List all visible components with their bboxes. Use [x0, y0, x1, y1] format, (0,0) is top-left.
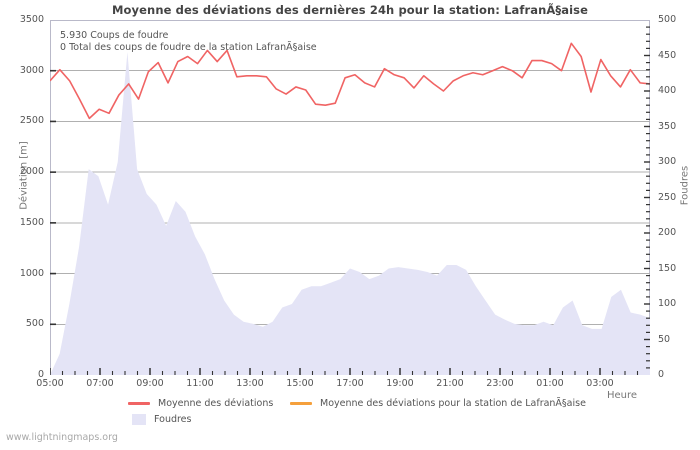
x-axis-tick: 17:00	[336, 378, 364, 389]
y-axis-right-tick: 500	[658, 14, 677, 25]
y-axis-left-tick: 1500	[19, 216, 44, 228]
y-axis-right-tick: 300	[658, 156, 677, 167]
x-axis-tick: 03:00	[586, 378, 614, 389]
y-axis-left-tick: 3000	[19, 64, 44, 76]
y-axis-right-label: Foudres	[679, 165, 691, 206]
y-axis-left-tick: 1000	[19, 267, 44, 279]
annotation-station-total: 0 Total des coups de foudre de la statio…	[60, 42, 317, 53]
y-axis-right-tick: 0	[658, 369, 665, 380]
y-axis-right-tick: 150	[658, 262, 677, 274]
x-axis-label: Heure	[607, 390, 638, 401]
y-axis-left-tick: 0	[37, 369, 44, 380]
chart-legend: Moyenne des déviations Moyenne des dévia…	[0, 396, 700, 430]
y-axis-right-tick: 250	[658, 191, 677, 203]
annotation-strike-count: 5.930 Coups de foudre	[60, 30, 169, 41]
y-axis-right-tick: 100	[658, 298, 677, 309]
chart-canvas	[50, 26, 650, 375]
x-axis-tick: 09:00	[136, 378, 164, 389]
x-axis-tick: 07:00	[86, 378, 114, 389]
legend-label-deviation: Moyenne des déviations	[158, 398, 274, 409]
y-axis-left-tick: 2000	[19, 166, 44, 178]
x-axis-tick: 23:00	[486, 378, 514, 389]
y-axis-right-tick: 400	[658, 85, 677, 96]
legend-area-swatch-strikes	[132, 414, 146, 425]
x-axis-tick: 05:00	[36, 378, 64, 389]
legend-item-strikes[interactable]: Foudres	[128, 414, 191, 425]
y-axis-right-tick: 350	[658, 120, 677, 132]
y-axis-right-tick: 200	[658, 227, 677, 238]
x-axis-tick: 13:00	[236, 378, 264, 389]
legend-item-station-deviation[interactable]: Moyenne des déviations pour la station d…	[290, 398, 586, 409]
x-axis-tick: 19:00	[386, 378, 414, 389]
y-axis-left-tick: 3500	[19, 14, 44, 25]
legend-line-swatch-station	[290, 402, 312, 405]
x-axis-tick: 11:00	[186, 378, 214, 389]
x-axis-tick: 21:00	[436, 378, 464, 389]
x-axis-tick: 15:00	[286, 378, 314, 389]
legend-item-deviation[interactable]: Moyenne des déviations	[128, 398, 273, 409]
watermark: www.lightningmaps.org	[6, 432, 118, 443]
y-axis-right-tick: 50	[658, 333, 671, 345]
legend-label-strikes: Foudres	[154, 414, 192, 425]
page-title: Moyenne des déviations des dernières 24h…	[112, 3, 588, 17]
legend-line-swatch-deviation	[128, 402, 150, 405]
y-axis-left-tick: 2500	[19, 115, 44, 127]
x-axis-tick: 01:00	[536, 378, 564, 389]
y-axis-left-label: Déviation [m]	[18, 141, 30, 210]
legend-label-station-deviation: Moyenne des déviations pour la station d…	[320, 398, 586, 409]
y-axis-left-tick: 500	[25, 318, 44, 330]
y-axis-right-tick: 450	[658, 49, 677, 61]
